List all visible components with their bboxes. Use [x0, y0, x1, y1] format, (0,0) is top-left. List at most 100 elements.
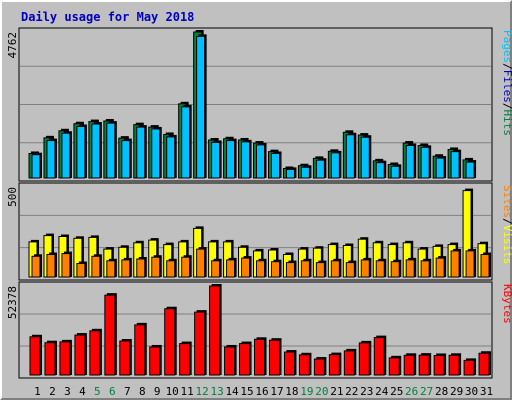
bar-sites-day-14-face [226, 259, 236, 278]
x-tick-label-3: 3 [64, 385, 71, 398]
bar-files-day-10 [166, 134, 177, 179]
bar-sites-day-3-face [61, 253, 71, 278]
bar-kbytes-day-17-face [268, 339, 280, 376]
bar-kbytes-day-6 [104, 293, 117, 376]
bar-files-day-30-face [465, 161, 475, 179]
bar-kbytes-day-2 [44, 340, 57, 376]
x-tick-label-20: 20 [315, 385, 328, 398]
bar-files-day-22 [345, 132, 357, 179]
x-tick-label-17: 17 [270, 385, 283, 398]
bar-kbytes-day-12-face [194, 311, 206, 376]
bar-kbytes-day-24-face [373, 337, 385, 376]
x-tick-label-6: 6 [109, 385, 116, 398]
bar-sites-day-9 [151, 255, 162, 278]
bar-sites-day-8-face [136, 258, 146, 278]
panel-hits_files-legend-3: / [501, 103, 512, 110]
panel-visits_sites: 500 Sites/Visits [6, 182, 512, 281]
bar-files-day-28-face [435, 157, 445, 179]
bar-kbytes-day-23-face [358, 342, 370, 376]
bar-files-day-10-face [166, 136, 176, 179]
bar-kbytes-day-31-face [478, 352, 490, 376]
bar-sites-day-10-face [166, 260, 176, 278]
bar-kbytes-day-18-face [283, 351, 295, 376]
bar-files-day-24 [375, 160, 387, 179]
bar-kbytes-day-10-face [164, 308, 176, 376]
bar-files-day-12 [196, 34, 207, 179]
bar-files-day-16-face [256, 144, 266, 179]
bar-kbytes-day-14-face [224, 346, 236, 376]
bar-sites-day-29 [450, 248, 462, 278]
bar-files-day-23-face [360, 136, 370, 179]
bar-files-day-17 [270, 151, 282, 179]
bar-files-day-11-face [181, 106, 191, 179]
bar-kbytes-day-15-face [239, 343, 251, 376]
bar-sites-day-30 [465, 248, 477, 278]
bar-sites-day-1-face [31, 255, 41, 278]
bar-sites-day-2-face [46, 254, 56, 278]
bar-files-day-9 [151, 126, 162, 179]
x-tick-label-31: 31 [480, 385, 493, 398]
panel-visits_sites-ymax-label: 500 [6, 187, 19, 207]
bar-sites-day-22-face [345, 262, 355, 278]
bar-files-day-14 [226, 138, 237, 179]
x-tick-label-2: 2 [49, 385, 56, 398]
bar-kbytes-day-15 [239, 341, 252, 376]
panel-hits_files-ymax-label: 4762 [6, 32, 19, 59]
panel-hits_files-legend-1: / [501, 63, 512, 70]
bar-sites-day-4-face [76, 263, 86, 278]
bar-kbytes-day-6-face [104, 294, 116, 376]
x-tick-label-15: 15 [240, 385, 253, 398]
bar-sites-day-2 [46, 252, 57, 278]
bar-sites-day-16-face [256, 260, 266, 278]
bar-kbytes-day-9 [149, 344, 162, 376]
bar-sites-day-5 [91, 254, 102, 278]
bar-sites-day-20-face [315, 262, 325, 278]
bar-files-day-6 [106, 121, 117, 179]
bar-sites-day-11 [181, 255, 192, 278]
panel-visits_sites-legend-1: / [501, 218, 512, 225]
bar-files-day-12-face [196, 35, 206, 179]
x-tick-label-16: 16 [255, 385, 268, 398]
bar-sites-day-24-face [375, 260, 385, 278]
x-tick-label-30: 30 [465, 385, 478, 398]
bar-files-day-19-face [300, 166, 310, 179]
panel-hits_files-legend-0: Pages [501, 30, 512, 63]
bar-files-day-18-face [285, 168, 295, 179]
bar-sites-day-23 [360, 257, 372, 278]
bar-files-day-30 [465, 160, 477, 179]
x-tick-label-26: 26 [405, 385, 418, 398]
bar-files-day-13-face [211, 141, 221, 179]
bar-sites-day-27-face [420, 260, 430, 278]
bar-sites-day-1 [31, 254, 42, 278]
x-tick-label-27: 27 [420, 385, 433, 398]
bar-kbytes-day-5-face [89, 330, 101, 376]
bar-sites-day-13 [211, 258, 222, 278]
bar-sites-day-12-face [196, 248, 206, 278]
panel-hits_files-legend-label: Pages/Files/Hits [501, 30, 512, 136]
bar-sites-day-30-face [465, 250, 475, 278]
bar-files-day-29 [450, 149, 462, 179]
bar-sites-day-21-face [330, 260, 340, 278]
panel-kbytes-legend-label: KBytes [501, 284, 512, 324]
x-tick-label-14: 14 [225, 385, 239, 398]
bar-kbytes-day-7 [119, 339, 132, 376]
x-tick-label-1: 1 [34, 385, 41, 398]
bar-files-day-7 [121, 138, 132, 179]
bar-sites-day-6-face [106, 260, 116, 278]
bar-sites-day-4 [76, 261, 87, 278]
bar-kbytes-day-21-face [328, 354, 340, 376]
bar-files-day-20 [315, 158, 327, 179]
bar-sites-day-3 [61, 251, 72, 278]
bar-sites-day-20 [315, 260, 327, 278]
bar-sites-day-13-face [211, 260, 221, 278]
bar-kbytes-day-30-face [463, 359, 475, 376]
bar-sites-day-10 [166, 258, 177, 278]
bar-kbytes-day-12 [194, 310, 207, 376]
bar-sites-day-14 [226, 257, 237, 278]
bar-kbytes-day-2-face [44, 342, 56, 376]
bar-kbytes-day-25 [388, 355, 402, 376]
bar-files-day-4 [76, 124, 87, 179]
bar-kbytes-day-16 [254, 337, 267, 376]
x-tick-label-25: 25 [390, 385, 403, 398]
